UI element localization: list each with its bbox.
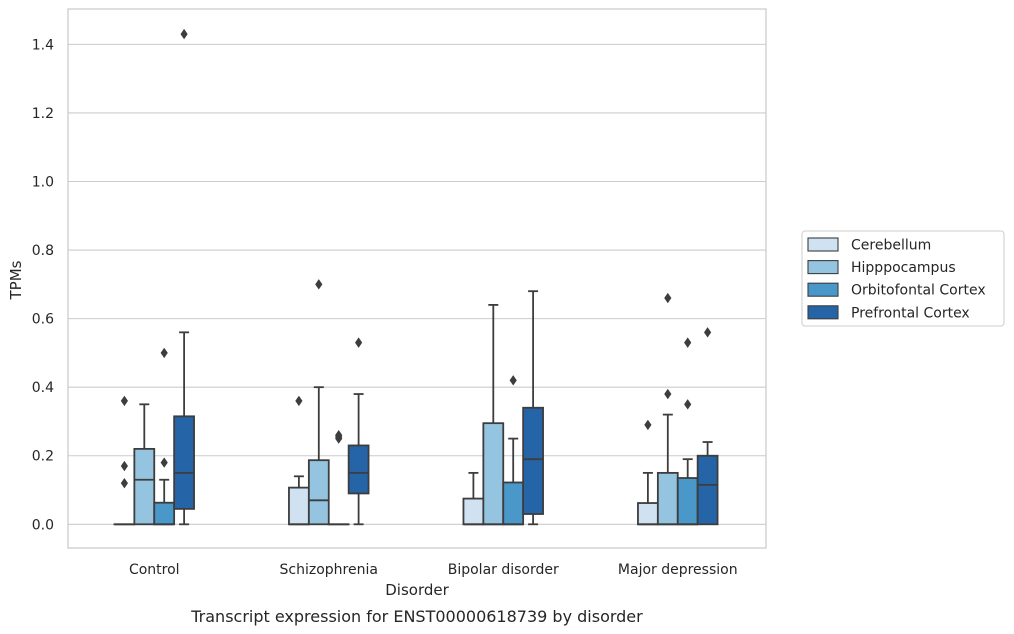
box-series xyxy=(113,28,719,526)
box-orbitofontal-cortex-major-depression xyxy=(676,337,699,526)
y-tick-label: 1.2 xyxy=(32,106,54,122)
box-cerebellum-major-depression xyxy=(637,419,659,526)
outlier-point xyxy=(684,399,692,410)
outlier-point xyxy=(120,460,128,472)
y-axis-title: TPMs xyxy=(7,260,25,300)
box-prefrontal-cortex-control xyxy=(173,28,195,526)
series-hipppocampus xyxy=(133,279,679,526)
x-tick-label: Major depression xyxy=(618,562,738,578)
outlier-point xyxy=(684,337,692,348)
outlier-point xyxy=(355,337,363,348)
box-body xyxy=(522,406,544,515)
legend-item-orbitofontal-cortex: Orbitofontal Cortex xyxy=(807,282,986,299)
y-tick-label: 0.8 xyxy=(32,243,54,259)
outlier-point xyxy=(295,395,303,407)
outlier-point xyxy=(120,477,128,489)
box-body xyxy=(637,502,659,526)
box-body xyxy=(696,454,719,526)
legend-swatch xyxy=(807,305,839,320)
legend-label: Orbitofontal Cortex xyxy=(851,283,986,299)
box-cerebellum-schizophrenia xyxy=(288,395,310,526)
chart-caption: Transcript expression for ENST0000061873… xyxy=(190,607,643,626)
outlier-point xyxy=(315,279,323,290)
legend-swatch xyxy=(807,260,839,275)
box-hipppocampus-major-depression xyxy=(656,292,679,526)
plot-area-frame xyxy=(67,8,767,549)
box-body xyxy=(133,447,156,526)
series-orbitofontal-cortex xyxy=(153,337,699,526)
box-hipppocampus-schizophrenia xyxy=(307,279,330,526)
box-hipppocampus-bipolar-disorder xyxy=(482,304,505,526)
legend-item-hipppocampus: Hipppocampus xyxy=(807,260,956,276)
box-body xyxy=(462,497,485,526)
outlier-point xyxy=(120,395,128,407)
outlier-point xyxy=(664,388,672,400)
y-tick-labels: 0.0 0.2 0.4 0.6 0.8 1.0 1.2 1.4 xyxy=(32,37,54,533)
outlier-point xyxy=(644,419,652,431)
grid-lines xyxy=(68,43,766,525)
legend-item-cerebellum: Cerebellum xyxy=(807,237,931,254)
box-prefrontal-cortex-bipolar-disorder xyxy=(522,290,544,526)
box-body xyxy=(656,471,679,526)
outlier-point xyxy=(509,375,517,386)
legend-swatch xyxy=(807,282,839,297)
outlier-point xyxy=(335,433,343,444)
y-tick-label: 1.0 xyxy=(32,175,54,191)
box-body xyxy=(173,415,195,510)
y-tick-label: 1.4 xyxy=(32,37,54,53)
series-cerebellum xyxy=(113,395,659,526)
legend: Cerebellum Hipppocampus Orbitofontal Corte… xyxy=(801,230,1005,327)
box-body xyxy=(307,459,330,526)
box-orbitofontal-cortex-schizophrenia xyxy=(327,429,350,526)
box-prefrontal-cortex-schizophrenia xyxy=(347,337,370,526)
y-tick-label: 0.4 xyxy=(32,380,54,396)
outlier-point xyxy=(160,457,168,468)
x-axis-title: Disorder xyxy=(385,581,449,599)
box-body xyxy=(153,501,176,526)
box-orbitofontal-cortex-control xyxy=(153,347,176,526)
outlier-point xyxy=(704,327,712,338)
legend-label: Prefrontal Cortex xyxy=(851,305,970,321)
box-cerebellum-control xyxy=(113,395,136,526)
y-tick-label: 0.0 xyxy=(32,517,54,533)
box-body xyxy=(288,486,310,526)
box-body xyxy=(502,481,525,526)
legend-item-prefrontal-cortex: Prefrontal Cortex xyxy=(807,305,970,321)
legend-swatch xyxy=(807,237,839,252)
box-cerebellum-bipolar-disorder xyxy=(462,471,485,526)
box-body xyxy=(482,422,505,526)
x-tick-label: Bipolar disorder xyxy=(448,562,559,578)
legend-label: Cerebellum xyxy=(851,238,931,254)
legend-label: Hipppocampus xyxy=(851,260,956,276)
x-tick-labels: Control Schizophrenia Bipolar disorder Majo… xyxy=(129,562,738,578)
box-orbitofontal-cortex-bipolar-disorder xyxy=(502,375,525,526)
legend-frame xyxy=(801,230,1005,327)
outlier-point xyxy=(180,28,188,40)
outlier-point xyxy=(664,292,672,304)
series-prefrontal-cortex xyxy=(173,28,719,526)
box-body xyxy=(676,477,699,526)
box-hipppocampus-control xyxy=(133,403,156,526)
outlier-point xyxy=(160,347,168,359)
box-body xyxy=(347,444,370,495)
y-tick-label: 0.6 xyxy=(32,312,54,328)
x-tick-label: Schizophrenia xyxy=(280,562,378,578)
y-tick-label: 0.2 xyxy=(32,449,54,465)
box-prefrontal-cortex-major-depression xyxy=(696,327,719,526)
x-tick-label: Control xyxy=(129,562,180,578)
